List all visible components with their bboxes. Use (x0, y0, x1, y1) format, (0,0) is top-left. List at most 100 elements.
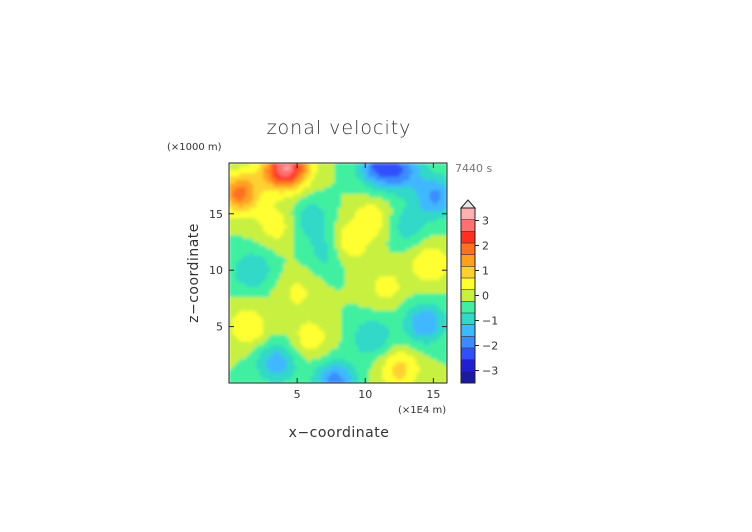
field-cell (378, 355, 383, 360)
field-cell (412, 355, 417, 360)
field-cell (406, 369, 411, 374)
field-cell (229, 317, 234, 322)
field-cell (246, 314, 251, 319)
field-cell (392, 252, 397, 257)
field-cell (392, 362, 397, 367)
field-cell (229, 345, 234, 350)
field-cell (361, 255, 366, 260)
field-cell (355, 204, 360, 209)
field-cell (368, 307, 373, 312)
field-cell (389, 166, 394, 171)
field-cell (317, 331, 322, 336)
field-cell (389, 355, 394, 360)
colorbar-segment (461, 336, 475, 349)
field-cell (252, 321, 257, 326)
field-cell (283, 338, 288, 343)
field-cell (402, 286, 407, 291)
field-cell (324, 324, 329, 329)
field-cell (235, 231, 240, 236)
field-cell (423, 286, 428, 291)
field-cell (344, 297, 349, 302)
field-cell (409, 190, 414, 195)
field-cell (229, 204, 234, 209)
field-cell (293, 321, 298, 326)
field-cell (348, 348, 353, 353)
field-cell (235, 218, 240, 223)
field-cell (310, 231, 315, 236)
field-cell (372, 362, 377, 367)
field-cell (232, 328, 237, 333)
field-cell (259, 228, 264, 233)
field-cell (276, 183, 281, 188)
field-cell (297, 180, 302, 185)
field-cell (229, 180, 234, 185)
field-cell (331, 262, 336, 267)
field-cell (433, 286, 438, 291)
colorbar-segment (461, 278, 475, 290)
field-cell (341, 345, 346, 350)
field-cell (392, 283, 397, 288)
field-cell (423, 328, 428, 333)
field-cell (372, 324, 377, 329)
field-cell (385, 207, 390, 212)
field-cell (300, 310, 305, 315)
field-cell (416, 376, 421, 381)
field-cell (351, 259, 356, 264)
field-cell (429, 317, 434, 322)
field-cell (259, 218, 264, 223)
field-cell (433, 379, 438, 383)
field-cell (242, 338, 247, 343)
field-cell (259, 283, 264, 288)
field-cell (426, 200, 431, 205)
field-cell (246, 372, 251, 377)
field-cell (273, 176, 278, 181)
field-cell (290, 187, 295, 192)
field-cell (320, 290, 325, 295)
field-cell (317, 372, 322, 377)
field-cell (293, 262, 298, 267)
field-cell (286, 283, 291, 288)
field-cell (320, 252, 325, 257)
field-cell (395, 293, 400, 298)
field-cell (300, 166, 305, 171)
field-cell (341, 252, 346, 257)
field-cell (249, 290, 254, 295)
field-cell (317, 314, 322, 319)
field-cell (232, 207, 237, 212)
field-cell (283, 169, 288, 174)
field-cell (389, 221, 394, 226)
field-cell (409, 321, 414, 326)
field-cell (443, 190, 447, 195)
field-cell (423, 269, 428, 274)
field-cell (338, 211, 343, 216)
field-cell (307, 324, 312, 329)
field-cell (436, 218, 441, 223)
field-cell (327, 365, 332, 370)
field-cell (317, 214, 322, 219)
field-cell (232, 321, 237, 326)
field-cell (283, 248, 288, 253)
field-cell (242, 266, 247, 271)
field-cell (280, 307, 285, 312)
field-cell (419, 262, 424, 267)
field-cell (276, 276, 281, 281)
field-cell (300, 300, 305, 305)
field-cell (263, 283, 268, 288)
field-cell (273, 269, 278, 274)
field-cell (385, 269, 390, 274)
field-cell (409, 211, 414, 216)
field-cell (372, 204, 377, 209)
field-cell (300, 334, 305, 339)
field-cell (276, 355, 281, 360)
field-cell (327, 238, 332, 243)
field-cell (310, 214, 315, 219)
field-cell (419, 334, 424, 339)
field-cell (307, 286, 312, 291)
field-cell (331, 238, 336, 243)
field-cell (286, 369, 291, 374)
field-cell (416, 279, 421, 284)
field-cell (293, 290, 298, 295)
field-cell (382, 300, 387, 305)
field-cell (266, 321, 271, 326)
field-cell (276, 200, 281, 205)
